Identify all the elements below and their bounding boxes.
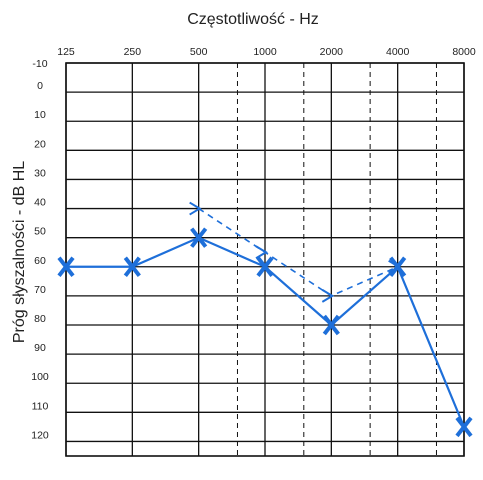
series-markers [57, 201, 473, 438]
x-tick-label: 250 [124, 46, 142, 58]
y-tick-label: 90 [34, 342, 46, 354]
data-point-x [57, 256, 75, 278]
data-point-x [455, 416, 473, 438]
data-point-gt [321, 289, 335, 303]
data-point-x [256, 256, 274, 278]
y-tick-label: 20 [34, 138, 46, 150]
x-stroke [322, 314, 340, 336]
data-point-gt [189, 201, 202, 216]
data-point-gt [255, 245, 268, 260]
y-tick-label: 70 [34, 284, 46, 296]
chart-title: Częstotliwość - Hz [187, 11, 319, 28]
x-tick-labels: 125 250 500 1000 2000 4000 8000 [57, 46, 476, 58]
y-tick-label: 80 [34, 313, 46, 325]
x-tick-label: 500 [190, 46, 208, 58]
data-point-x [322, 314, 340, 336]
x-tick-label: 1000 [253, 46, 277, 58]
y-axis-label: Próg słyszalności - dB HL [11, 161, 28, 343]
series-line-2 [198, 207, 398, 297]
y-tick-label: 100 [31, 371, 49, 383]
x-stroke [455, 416, 473, 438]
x-tick-label: 2000 [320, 46, 344, 58]
y-tick-label: 60 [34, 255, 46, 267]
x-stroke [57, 256, 75, 278]
y-tick-label: 110 [32, 400, 49, 412]
y-tick-labels: -10 0 10 20 30 40 50 60 70 80 90 100 110 120 [31, 58, 49, 441]
y-tick-label: 0 [37, 80, 43, 92]
x-stroke [123, 256, 141, 278]
x-stroke [190, 227, 208, 248]
y-tick-label: 30 [34, 167, 46, 179]
y-tick-label: 10 [34, 109, 46, 121]
data-point-gt [388, 259, 401, 274]
y-tick-label: 50 [34, 226, 46, 238]
plot-frame [65, 62, 465, 457]
x-tick-label: 125 [57, 46, 75, 58]
y-tick-label: 40 [34, 197, 46, 209]
grid [65, 62, 465, 457]
y-tick-label: -10 [32, 58, 47, 70]
y-tick-label: 120 [31, 429, 49, 441]
data-point-x [190, 227, 208, 248]
x-stroke [256, 256, 274, 278]
x-tick-label: 8000 [452, 46, 476, 58]
x-tick-label: 4000 [386, 46, 410, 58]
data-point-x [123, 256, 141, 278]
